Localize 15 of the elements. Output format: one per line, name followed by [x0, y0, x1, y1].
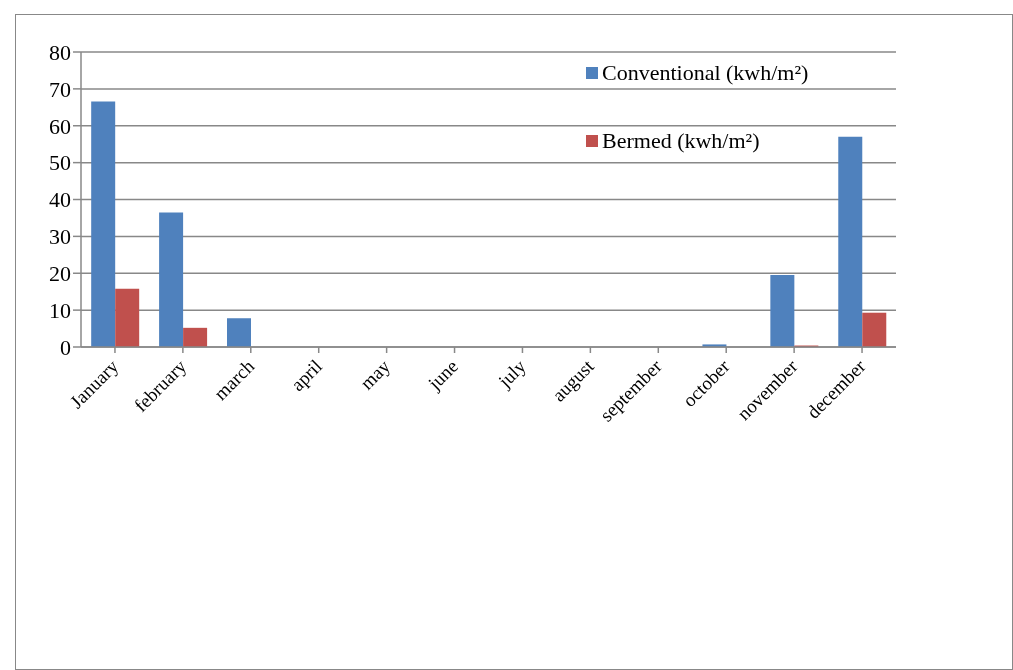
y-tick-label: 20 — [49, 261, 71, 287]
x-tick-label: june — [423, 355, 462, 395]
y-tick-label: 60 — [49, 113, 71, 139]
x-tick-label: april — [286, 355, 327, 396]
y-tick-label: 10 — [49, 297, 71, 323]
legend-label: Conventional (kwh/m²) — [602, 59, 809, 87]
y-tick-label: 80 — [49, 39, 71, 65]
x-tick-label: july — [493, 355, 531, 393]
y-tick-label: 0 — [60, 334, 71, 360]
y-tick-label: 50 — [49, 150, 71, 176]
x-tick-label: may — [356, 355, 395, 394]
y-tick-label: 40 — [49, 187, 71, 213]
y-tick-label: 30 — [49, 224, 71, 250]
y-tick-label: 70 — [49, 76, 71, 102]
legend-label: Bermed (kwh/m²) — [602, 127, 760, 155]
